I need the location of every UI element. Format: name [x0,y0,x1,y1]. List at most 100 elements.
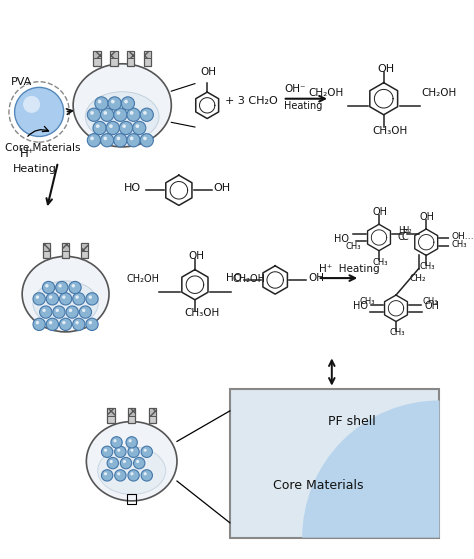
Circle shape [114,134,127,147]
Bar [230,389,439,538]
Text: OH: OH [419,212,435,222]
Circle shape [128,470,139,481]
Circle shape [46,318,58,330]
Circle shape [127,108,140,121]
Text: CH₃: CH₃ [359,297,374,306]
Circle shape [101,446,113,457]
Circle shape [59,293,72,305]
Circle shape [72,284,75,287]
Circle shape [104,472,107,475]
Bar [81,243,88,250]
Text: HO: HO [334,234,349,244]
Text: CH₃: CH₃ [452,240,467,249]
Circle shape [130,449,134,452]
Bar [62,243,69,250]
Text: CH₃OH: CH₃OH [184,308,220,318]
Bar [128,409,136,416]
Circle shape [59,318,72,330]
Text: CH₃: CH₃ [422,297,438,306]
Circle shape [43,281,55,293]
Circle shape [140,134,154,147]
Wedge shape [302,400,439,538]
Circle shape [128,446,139,457]
Text: CH₂OH: CH₂OH [127,274,160,284]
Text: Heating: Heating [283,101,322,111]
Ellipse shape [86,421,177,501]
Text: HO: HO [124,183,141,193]
Circle shape [100,134,114,147]
Text: OH: OH [201,67,217,77]
Bar [149,409,156,424]
Circle shape [115,470,126,481]
Circle shape [100,108,114,121]
Circle shape [109,124,113,128]
Bar [62,243,69,258]
Text: CH₂OH: CH₂OH [308,88,344,98]
Circle shape [136,124,139,128]
Ellipse shape [22,257,109,332]
Circle shape [66,306,78,318]
Circle shape [117,136,120,140]
Circle shape [73,293,85,305]
Text: HO: HO [226,273,242,283]
Circle shape [136,460,139,463]
Circle shape [120,457,132,469]
Text: CH₃: CH₃ [389,328,405,337]
Circle shape [42,309,46,312]
Circle shape [23,96,40,113]
Text: CH₂: CH₂ [409,273,426,283]
Circle shape [144,472,147,475]
Bar [144,50,152,58]
Circle shape [134,457,145,469]
Circle shape [128,439,132,442]
Text: OH: OH [377,64,394,73]
Circle shape [123,460,126,463]
Circle shape [55,309,59,312]
Circle shape [111,437,122,448]
Text: CH₂OH: CH₂OH [421,88,457,98]
Circle shape [93,121,106,135]
Bar [110,50,118,65]
Bar [43,243,50,258]
Circle shape [62,321,65,324]
Circle shape [58,284,62,287]
Circle shape [46,293,58,305]
Circle shape [121,97,135,110]
Circle shape [55,281,68,293]
Text: OH: OH [308,273,324,283]
Circle shape [124,100,128,103]
Circle shape [87,108,100,121]
Ellipse shape [85,92,159,141]
Circle shape [40,306,52,318]
Circle shape [69,309,72,312]
Text: OH⁻: OH⁻ [284,84,306,94]
Circle shape [117,472,120,475]
Bar [144,50,152,65]
Text: H⁺: H⁺ [20,147,35,160]
Ellipse shape [98,447,165,495]
Circle shape [69,281,81,293]
Text: CH₃OH: CH₃OH [373,126,408,136]
Circle shape [90,111,94,115]
Circle shape [45,284,49,287]
Text: OH…: OH… [452,232,474,241]
Bar [93,50,100,65]
Bar [127,50,135,58]
Bar [128,409,136,424]
Text: Core Materials: Core Materials [5,143,81,153]
Bar [93,50,100,58]
Bar [110,50,118,58]
Text: Heating: Heating [13,164,56,174]
Circle shape [115,446,126,457]
Circle shape [122,124,126,128]
Circle shape [140,108,154,121]
Circle shape [95,97,108,110]
Text: CH₂OH: CH₂OH [233,274,266,284]
Circle shape [117,111,120,115]
Ellipse shape [73,64,171,147]
Circle shape [73,318,85,330]
Circle shape [109,460,113,463]
Circle shape [104,449,107,452]
Circle shape [130,472,134,475]
Text: HO: HO [353,301,367,311]
